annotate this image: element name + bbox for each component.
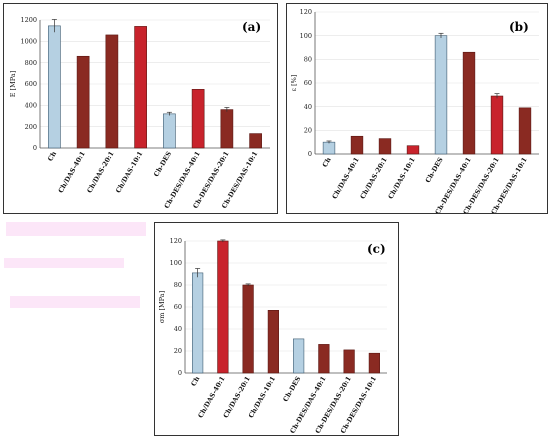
- y-axis-label: E [MPa]: [9, 71, 17, 98]
- y-tick-label: 20: [174, 347, 182, 355]
- y-tick-label: 0: [33, 144, 37, 152]
- artifact-3: [10, 296, 140, 308]
- y-axis-label: σm [MPa]: [158, 291, 166, 323]
- y-axis-label: ε [%]: [290, 75, 298, 92]
- y-tick-label: 100: [170, 259, 182, 267]
- panel-label: (b): [509, 20, 529, 34]
- chart-panel-c: 0 20 40 60 80 100 120 σm [MPa] Ch Ch/DAS-40:1 Ch/D…: [154, 222, 399, 436]
- bar: [163, 113, 176, 149]
- x-category-label: Ch/DAS-40:1: [57, 150, 87, 194]
- y-tick-label: 60: [304, 79, 312, 87]
- x-category-label: Ch/DAS-10:1: [247, 375, 277, 419]
- x-category-label: Ch: [46, 150, 58, 163]
- x-category-label: Ch/DAS-10:1: [114, 150, 144, 194]
- chart-panel-a: 0 200 400 600 800 1000 1200 E [MPa] Ch Ch/DAS-40:…: [3, 3, 278, 214]
- bar: [134, 26, 147, 149]
- y-tick-label: 120: [300, 8, 312, 16]
- y-tick-label: 0: [178, 369, 182, 377]
- y-tick-label: 20: [304, 127, 312, 135]
- bar: [350, 135, 364, 155]
- bar: [378, 138, 392, 155]
- x-category-label: Ch-DES: [152, 150, 173, 178]
- bar: [434, 35, 448, 155]
- y-tick-label: 40: [304, 103, 312, 111]
- bar: [490, 95, 504, 155]
- x-category-label: Ch/DAS-40:1: [331, 156, 361, 200]
- chart-a-svg: 0 200 400 600 800 1000 1200 E [MPa] ChCh/DAS-40:…: [9, 16, 270, 210]
- bar: [76, 55, 90, 149]
- x-category-label: Ch-DES: [424, 156, 445, 184]
- y-tick-label: 800: [25, 59, 37, 67]
- y-tick-label: 1200: [20, 16, 37, 24]
- bar: [48, 25, 61, 149]
- y-tick-label: 80: [304, 56, 312, 64]
- y-tick-label: 600: [25, 80, 37, 88]
- x-category-label: Ch/DAS-10:1: [387, 156, 417, 200]
- bar: [368, 352, 380, 374]
- y-tick-label: 120: [170, 237, 182, 245]
- bar: [462, 51, 476, 155]
- bar: [318, 344, 330, 374]
- y-tick-label: 60: [174, 303, 182, 311]
- bar: [406, 145, 420, 155]
- bar: [242, 284, 254, 374]
- x-category-label: Ch/DAS-20:1: [85, 150, 115, 194]
- y-tick-label: 40: [174, 325, 182, 333]
- bar: [322, 141, 336, 155]
- bar: [192, 272, 204, 374]
- x-category-label: Ch-DES: [281, 375, 302, 403]
- panel-label: (a): [242, 20, 261, 34]
- artifact-1: [6, 222, 146, 236]
- bar: [293, 338, 305, 374]
- y-tick-label: 200: [25, 123, 37, 131]
- bar: [249, 133, 262, 149]
- artifact-2: [4, 258, 124, 268]
- y-tick-label: 80: [174, 281, 182, 289]
- y-tick-label: 100: [300, 32, 312, 40]
- y-tick-label: 0: [308, 150, 312, 158]
- bar: [518, 107, 532, 155]
- x-category-label: Ch: [321, 156, 333, 169]
- bar: [220, 109, 234, 149]
- bar: [267, 310, 279, 374]
- y-tick-label: 400: [25, 102, 37, 110]
- panel-label: (c): [367, 242, 386, 256]
- bar: [217, 240, 229, 374]
- x-category-label: Ch: [189, 375, 201, 388]
- y-tick-label: 1000: [20, 38, 37, 46]
- x-category-label: Ch/DAS-20:1: [359, 156, 389, 200]
- bar: [343, 349, 355, 374]
- bar: [191, 89, 205, 149]
- bar: [105, 34, 119, 149]
- chart-panel-b: 0 20 40 60 80 100 120 ε [%] Ch Ch/DAS-40:1 Ch/DAS-…: [286, 3, 548, 214]
